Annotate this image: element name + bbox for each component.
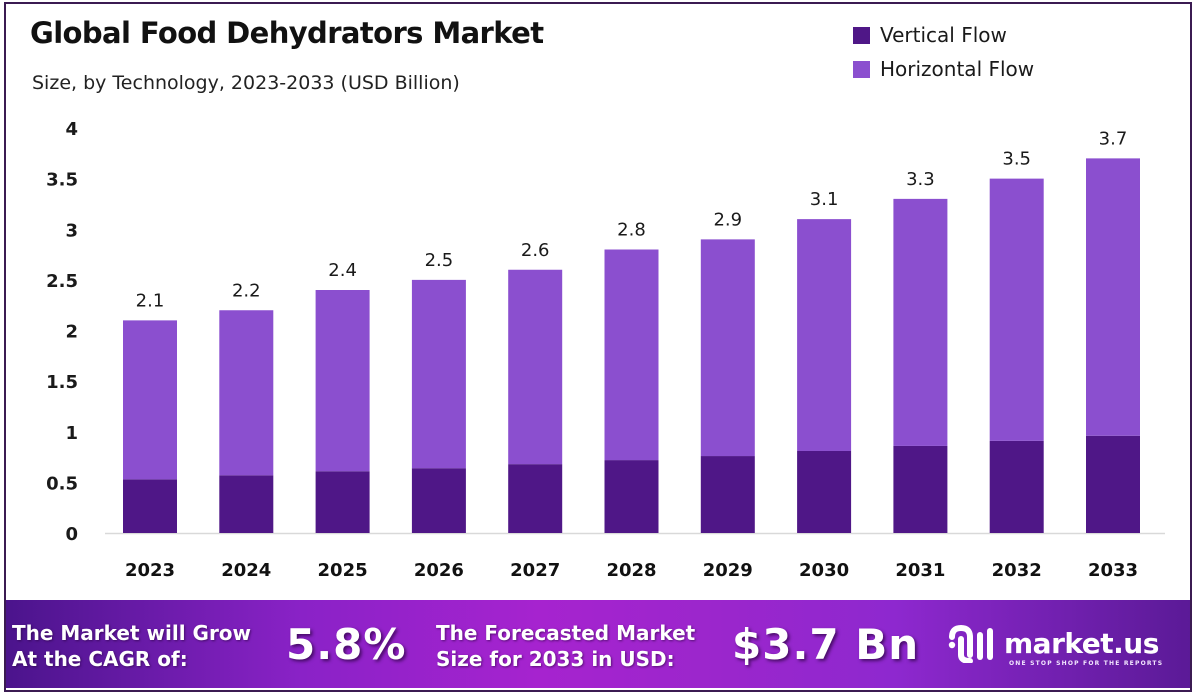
x-tick-label: 2030: [799, 560, 849, 581]
bar-total-label: 3.1: [810, 189, 839, 210]
bar-segment-vertical-flow: [219, 475, 274, 533]
y-tick-label: 3: [65, 220, 78, 241]
x-tick-label: 2026: [414, 560, 464, 581]
forecast-label: The Forecasted Market Size for 2033 in U…: [436, 620, 695, 672]
legend-swatch-horizontal-flow: [853, 60, 870, 78]
bar-total-label: 3.7: [1099, 128, 1128, 149]
bar-total-label: 2.2: [232, 280, 261, 301]
x-tick-label: 2024: [221, 560, 271, 581]
bar-segment-vertical-flow: [411, 468, 466, 533]
y-tick-label: 2.5: [46, 271, 78, 292]
bar-total-label: 2.8: [617, 220, 646, 241]
forecast-label-line1: The Forecasted Market: [436, 621, 696, 645]
bar-segment-horizontal-flow: [411, 279, 466, 469]
x-tick-label: 2023: [125, 560, 175, 581]
y-tick-label: 0: [65, 524, 78, 545]
bar-chart: 0 0.5 1 1.5 2 2.5 3 3.5 4 2.1 2023 2.2 2024 2.4 2025 2.…: [46, 119, 1165, 581]
bar-segment-horizontal-flow: [315, 290, 370, 472]
logo-tagline: ONE STOP SHOP FOR THE REPORTS: [1009, 660, 1164, 667]
chart-title: Global Food Dehydrators Market: [30, 16, 544, 50]
bar-total-label: 2.9: [713, 209, 742, 230]
legend-item-vertical-flow: Vertical Flow: [853, 18, 1034, 52]
cagr-value: 5.8%: [286, 620, 407, 669]
bar-segment-horizontal-flow: [508, 269, 563, 465]
x-tick-label: 2031: [895, 560, 945, 581]
bar-segment-horizontal-flow: [797, 219, 852, 451]
bar-segment-vertical-flow: [123, 479, 177, 533]
bar-segment-vertical-flow: [1086, 435, 1140, 533]
legend: Vertical Flow Horizontal Flow: [853, 18, 1034, 86]
bar-total-label: 3.3: [906, 169, 935, 190]
forecast-label-line2: Size for 2033 in USD:: [436, 647, 675, 671]
bar-segment-vertical-flow: [989, 440, 1044, 533]
cagr-label-line1: The Market will Grow: [12, 621, 252, 645]
bar-total-label: 2.1: [136, 290, 165, 311]
bar-segment-vertical-flow: [604, 460, 659, 533]
x-tick-label: 2027: [510, 560, 560, 581]
chart-subtitle: Size, by Technology, 2023-2033 (USD Bill…: [32, 72, 460, 94]
x-tick-label: 2029: [703, 560, 753, 581]
logo-text: market.us: [1004, 627, 1159, 660]
bar-total-label: 2.5: [425, 250, 454, 271]
y-tick-label: 0.5: [46, 473, 78, 494]
legend-item-horizontal-flow: Horizontal Flow: [853, 52, 1034, 86]
bar-segment-vertical-flow: [700, 456, 755, 533]
x-tick-label: 2032: [992, 560, 1042, 581]
bar-segment-horizontal-flow: [700, 239, 755, 457]
bar-total-label: 2.4: [328, 260, 357, 281]
y-tick-label: 2: [65, 322, 78, 343]
bar-segment-horizontal-flow: [604, 249, 659, 461]
x-tick-label: 2025: [318, 560, 368, 581]
market-us-logo-icon: [948, 625, 993, 663]
bar-segment-horizontal-flow: [123, 320, 177, 480]
x-tick-label: 2033: [1088, 560, 1138, 581]
x-tick-label: 2028: [606, 560, 656, 581]
bar-segment-horizontal-flow: [219, 310, 274, 476]
market-us-logo: market.us: [948, 625, 1159, 663]
bar-segment-horizontal-flow: [1086, 158, 1140, 436]
bar-segment-vertical-flow: [797, 450, 852, 533]
forecast-value: $3.7 Bn: [732, 620, 920, 669]
legend-label-horizontal-flow: Horizontal Flow: [880, 57, 1035, 81]
bar-segment-vertical-flow: [508, 464, 563, 533]
y-tick-label: 4: [65, 119, 78, 140]
legend-swatch-vertical-flow: [853, 26, 870, 44]
y-tick-label: 3.5: [46, 170, 78, 191]
cagr-label: The Market will Grow At the CAGR of:: [12, 620, 251, 672]
y-tick-label: 1: [65, 423, 78, 444]
bar-segment-horizontal-flow: [989, 178, 1044, 441]
cagr-label-line2: At the CAGR of:: [12, 647, 188, 671]
bar-segment-vertical-flow: [315, 471, 370, 533]
bar-segment-vertical-flow: [893, 445, 948, 533]
bar-segment-horizontal-flow: [893, 198, 948, 446]
bar-total-label: 2.6: [521, 240, 550, 261]
bar-total-label: 3.5: [1002, 149, 1031, 170]
legend-label-vertical-flow: Vertical Flow: [880, 23, 1007, 47]
y-tick-label: 1.5: [46, 372, 78, 393]
